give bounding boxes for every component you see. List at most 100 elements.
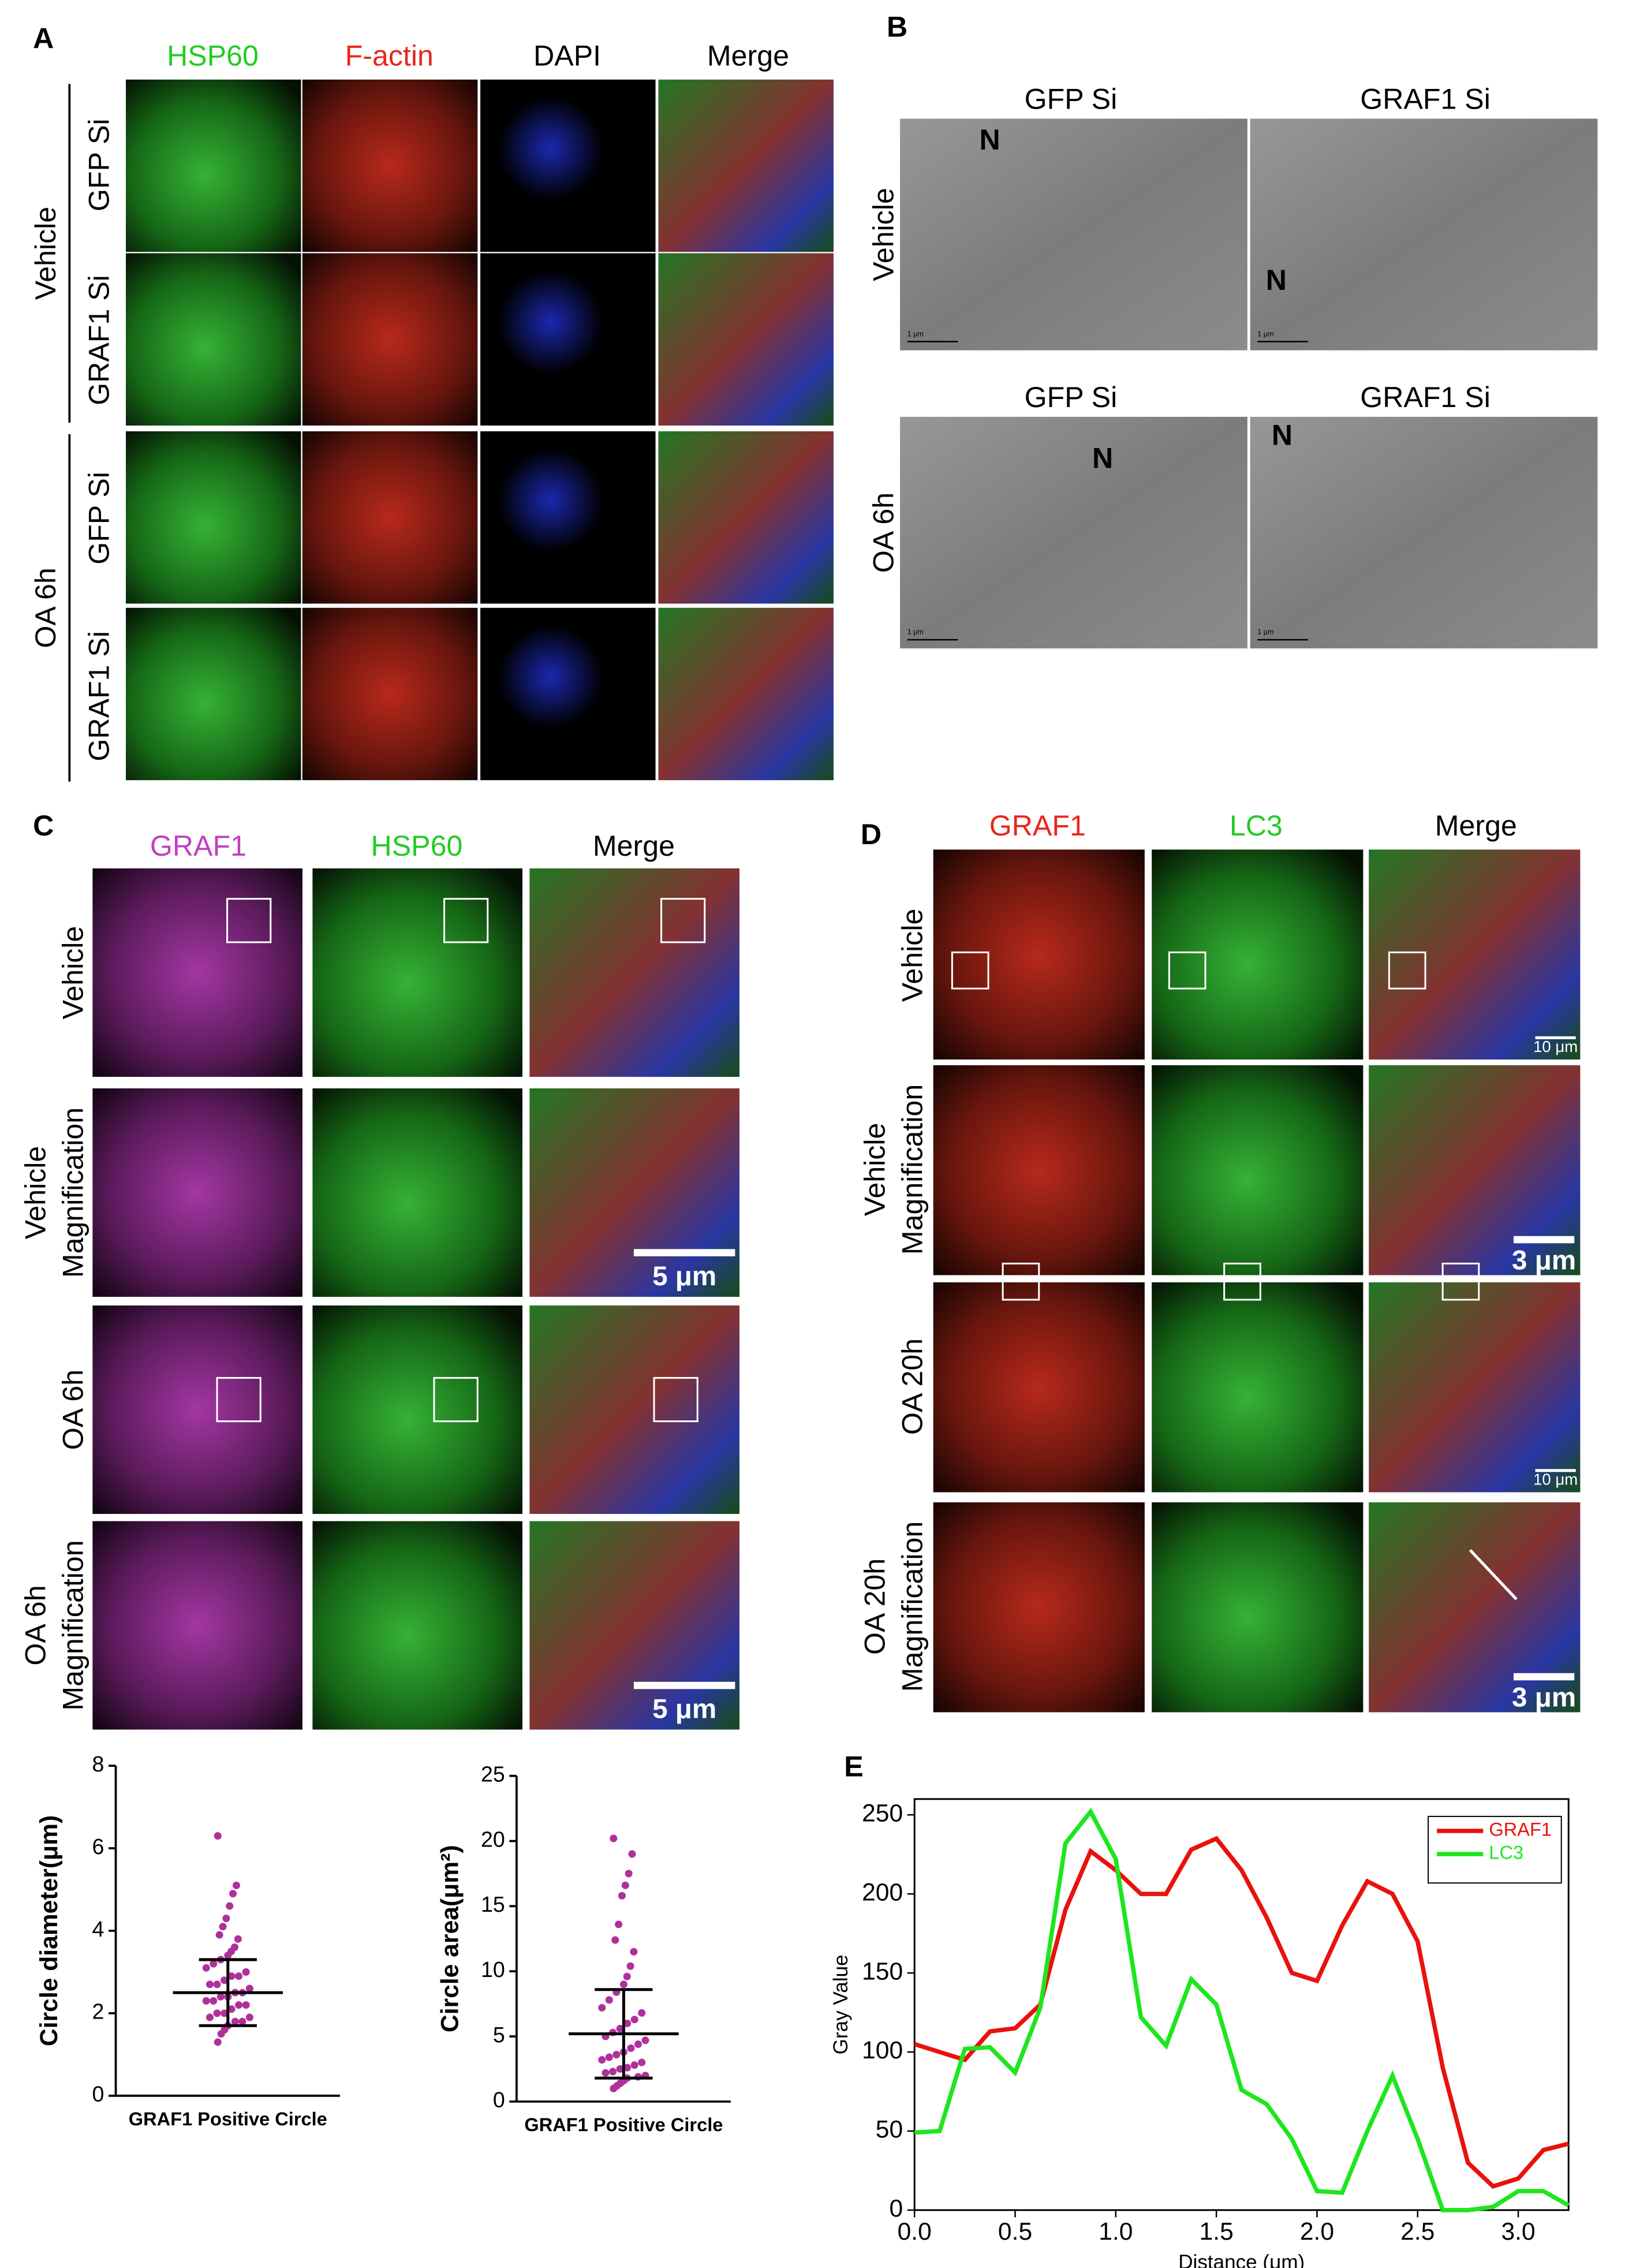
roi-box [216,1377,262,1423]
column-header: GRAF1 Si [1360,83,1490,115]
data-point [627,2044,635,2052]
panel-letter: C [33,810,54,842]
roi-box [653,1377,698,1423]
scale-label: 1 μm [1257,330,1273,338]
panel-letter: E [844,1750,863,1782]
row-label: OA 20h [858,1558,891,1655]
data-point [235,2001,243,2009]
data-point [219,1923,227,1931]
data-point [210,1997,218,2005]
row-label: Magnification [57,1540,89,1710]
data-point [626,1962,634,1970]
row-label: OA 6h [867,493,899,573]
image-signal [1250,416,1598,649]
column-header: Merge [707,40,789,72]
roi-box [1223,1262,1261,1301]
image-signal [658,253,834,426]
legend-label: GRAF1 [1489,1819,1552,1840]
scale-label: 5 μm [652,1693,716,1724]
scale-bar [1535,1036,1576,1039]
y-tick-label: 0 [889,2195,903,2222]
image-signal [658,79,834,252]
image-signal [302,607,478,781]
column-header: Merge [1435,810,1517,842]
data-line [914,1807,1570,2213]
row-label: GRAF1 Si [83,631,115,762]
image-signal [529,868,739,1077]
roi-box [443,898,489,943]
y-axis-title: Circle diameter(μm) [35,1815,63,2046]
data-point [213,1980,221,1989]
data-point [229,1890,237,1898]
scale-label: 1 μm [1257,628,1273,636]
data-point [623,2064,632,2072]
panel-letter: B [887,10,907,43]
row-label: Vehicle [867,188,899,281]
scale-label: 10 μm [1533,1038,1578,1055]
image-signal [1250,118,1598,350]
nucleus-label: N [1092,442,1113,474]
x-category-label: GRAF1 Positive Circle [129,2109,327,2129]
column-header: GFP Si [1025,83,1118,115]
y-tick-label: 2 [92,2000,104,2024]
image-signal [658,431,834,604]
x-tick-label: 0.0 [898,2218,932,2245]
data-point [221,2009,229,2017]
scale-label: 1 μm [907,330,924,338]
nucleus-label: N [979,124,1000,156]
legend-box [1428,1815,1562,1884]
data-point [206,2013,214,2021]
data-point [615,1920,623,1928]
column-header: DAPI [533,40,601,72]
data-point [216,1993,225,2001]
image-signal [480,253,656,426]
data-point [619,1980,627,1989]
panel-letter: A [33,22,54,54]
y-tick-label: 150 [862,1957,903,1985]
column-header: Merge [593,830,675,862]
data-point [638,2009,646,2017]
data-point [625,1870,633,1878]
data-point [623,1972,631,1980]
image-signal [92,868,302,1077]
row-label: Vehicle [858,1123,891,1217]
data-point [242,1968,250,1976]
y-tick-label: 200 [862,1878,903,1906]
data-point [231,2017,239,2025]
image-signal [92,1088,302,1297]
scale-bar [1513,1236,1575,1244]
image-signal [480,607,656,781]
data-point [598,2004,606,2012]
column-header: F-actin [345,40,434,72]
nucleus-label: N [1272,419,1292,451]
x-tick-label: 2.5 [1400,2218,1435,2245]
x-tick-label: 3.0 [1501,2218,1535,2245]
x-tick-label: 1.5 [1200,2218,1234,2245]
column-header: GRAF1 Si [1360,381,1490,413]
data-point [628,1850,636,1858]
data-point [235,1972,243,1980]
y-tick-label: 0 [92,2082,104,2106]
data-point [609,2068,617,2076]
line-profile [1469,1549,1518,1601]
data-point [610,1834,618,1842]
row-label: OA 6h [57,1370,89,1450]
data-point [214,1832,222,1840]
row-label: Magnification [896,1084,928,1255]
y-tick-label: 250 [862,1799,903,1827]
roi-box [1441,1262,1480,1301]
data-point [222,1914,230,1923]
y-tick-label: 100 [862,2036,903,2064]
data-point [224,1952,232,1960]
image-signal [933,1282,1145,1493]
data-point [213,2009,221,2017]
data-point [623,2019,632,2027]
image-signal [312,1088,522,1297]
x-axis-title: Distance (μm) [1178,2251,1305,2268]
image-signal [312,1521,522,1730]
row-label: OA 20h [896,1338,928,1435]
column-header: GFP Si [1025,381,1118,413]
image-signal [126,79,301,252]
image-signal [312,868,522,1077]
scale-bar [633,1249,735,1256]
